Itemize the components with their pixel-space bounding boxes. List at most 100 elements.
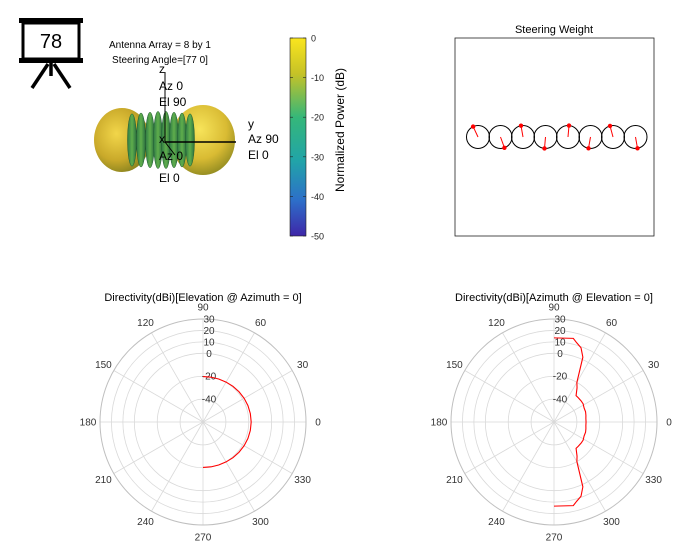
axis-z-label: z (159, 62, 165, 76)
polar-elev-title: Directivity(dBi)[Elevation @ Azimuth = 0… (104, 292, 301, 304)
polar-radial-label: -20 (553, 372, 568, 383)
polar-spoke (113, 421, 204, 474)
polar-angle-label: 0 (666, 418, 672, 429)
polar-angle-label: 300 (603, 517, 620, 528)
colorbar-tick-label: -30 (311, 152, 324, 162)
polar-elevation: Directivity(dBi)[Elevation @ Azimuth = 0… (80, 292, 322, 544)
polar-radial-label: -40 (553, 395, 568, 406)
colorbar-label: Normalized Power (dB) (333, 68, 347, 192)
axis-z-az: Az 0 (159, 79, 183, 93)
polar-ring (133, 352, 273, 492)
pattern-sidelobe-disk (127, 113, 137, 167)
directivity-trace (553, 337, 587, 507)
weight-tip (607, 123, 613, 129)
axis-x-line (164, 141, 176, 156)
badge-number: 78 (39, 31, 63, 53)
polar-azimuth: Directivity(dBi)[Azimuth @ Elevation = 0… (431, 292, 673, 544)
polar-radial-label: 10 (554, 337, 566, 348)
polar-spoke (553, 370, 644, 423)
polar-angle-label: 330 (294, 475, 311, 486)
polar-angle-label: 120 (488, 318, 505, 329)
polar-angle-label: 240 (488, 517, 505, 528)
polar-angle-label: 120 (137, 318, 154, 329)
polar-spoke (202, 332, 255, 423)
polar-spoke (464, 421, 555, 474)
pattern-sidelobe-disk (136, 112, 146, 168)
steering-weight-panel: Steering Weight (454, 24, 655, 237)
polar-radial-label: 0 (557, 349, 563, 360)
pattern-3d-panel: Antenna Array = 8 by 1 Steering Angle=[7… (94, 34, 347, 242)
polar-spoke (113, 370, 204, 423)
polar-ring (111, 330, 295, 514)
polar-ring (473, 341, 635, 503)
colorbar-tick-label: -40 (311, 192, 324, 202)
polar-ring (507, 375, 601, 469)
steering-axes-box (454, 37, 655, 237)
weight-tip (586, 146, 591, 151)
axis-x-el: El 0 (159, 171, 180, 185)
presentation-board-icon (19, 18, 83, 89)
polar-ring (530, 398, 578, 446)
axis-x-az: Az 0 (159, 149, 183, 163)
axis-x-label: x (159, 132, 165, 146)
polar-spoke (553, 421, 644, 474)
weight-tip (502, 145, 507, 151)
polar-angle-label: 240 (137, 517, 154, 528)
polar-angle-label: 180 (80, 418, 97, 429)
polar-radial-label: 0 (206, 349, 212, 360)
polar-angle-label: 300 (252, 517, 269, 528)
polar-angle-label: 60 (606, 318, 618, 329)
polar-angle-label: 150 (446, 360, 463, 371)
polar-angle-label: 30 (648, 360, 660, 371)
polar-spoke (502, 332, 555, 423)
polar-ring (179, 398, 227, 446)
polar-spoke (151, 332, 204, 423)
badge: 78 (18, 18, 84, 90)
steering-title: Steering Weight (515, 24, 593, 36)
polar-angle-label: 30 (297, 360, 309, 371)
weight-tip (635, 146, 640, 151)
weight-tip (518, 123, 524, 128)
polar-angle-label: 270 (195, 533, 212, 544)
pattern-sidelobe-disk (145, 111, 155, 169)
polar-ring (122, 341, 284, 503)
axis-y-label: y (248, 117, 254, 131)
polar-radial-label: 30 (554, 315, 566, 326)
polar-spoke (502, 421, 555, 512)
polar-angle-label: 180 (431, 418, 448, 429)
polar-ring (462, 330, 646, 514)
weight-tip (470, 124, 476, 129)
axis-y-el: El 0 (248, 148, 269, 162)
colorbar-tick-label: 0 (311, 34, 316, 44)
polar-spoke (202, 421, 293, 474)
polar-angle-label: 210 (446, 475, 463, 486)
pattern-sidelobe-disk (185, 113, 195, 167)
polar-spoke (464, 370, 555, 423)
polar-spoke (202, 421, 255, 512)
pattern-title-line2: Steering Angle=[77 0] (112, 55, 208, 66)
pattern-3d-surface (94, 105, 235, 175)
polar-spoke (553, 332, 606, 423)
colorbar-tick-label: -10 (311, 73, 324, 83)
polar-spoke (151, 421, 204, 512)
colorbar-tick-label: -50 (311, 232, 324, 242)
polar-radial-label: 20 (203, 326, 215, 337)
polar-angle-label: 90 (197, 303, 209, 314)
directivity-trace (202, 376, 252, 468)
polar-radial-label: 30 (203, 315, 215, 326)
polar-spoke (202, 370, 293, 423)
polar-angle-label: 0 (315, 418, 321, 429)
polar-outer-ring (99, 318, 307, 526)
polar-outer-ring (450, 318, 658, 526)
weight-tip (542, 146, 547, 151)
polar-ring (156, 375, 250, 469)
polar-radial-label: 20 (554, 326, 566, 337)
polar-angle-label: 150 (95, 360, 112, 371)
polar-ring (484, 352, 624, 492)
weight-tip (566, 123, 572, 128)
polar-angle-label: 270 (546, 533, 563, 544)
steering-elements (466, 123, 648, 151)
axis-z-el: El 90 (159, 95, 187, 109)
polar-radial-label: 10 (203, 337, 215, 348)
